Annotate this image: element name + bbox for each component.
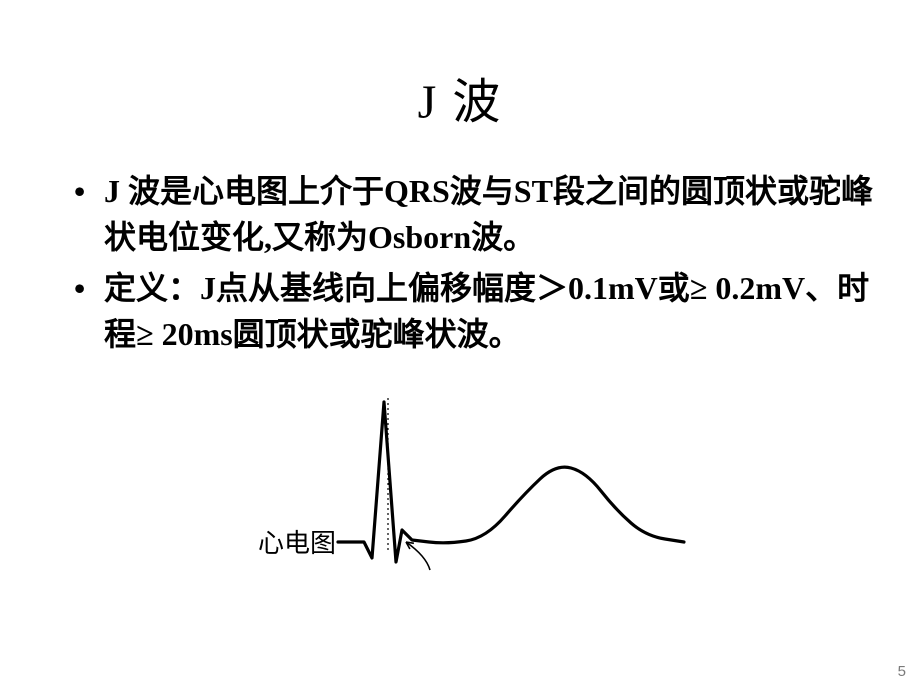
bullet-item: J 波是心电图上介于QRS波与ST段之间的圆顶状或驼峰状电位变化,又称为Osbo… — [70, 168, 890, 261]
slide-title: J 波 — [0, 62, 920, 132]
ecg-diagram: 心电图 — [250, 390, 690, 610]
page-number: 5 — [898, 663, 906, 680]
slide-content: J 波是心电图上介于QRS波与ST段之间的圆顶状或驼峰状电位变化,又称为Osbo… — [70, 168, 890, 362]
bullet-item: 定义：J点从基线向上偏移幅度＞0.1mV或≥ 0.2mV、时程≥ 20ms圆顶状… — [70, 265, 890, 358]
ecg-svg: 心电图 — [250, 390, 690, 610]
svg-text:心电图: 心电图 — [258, 529, 336, 558]
slide: J 波 J 波是心电图上介于QRS波与ST段之间的圆顶状或驼峰状电位变化,又称为… — [0, 0, 920, 690]
